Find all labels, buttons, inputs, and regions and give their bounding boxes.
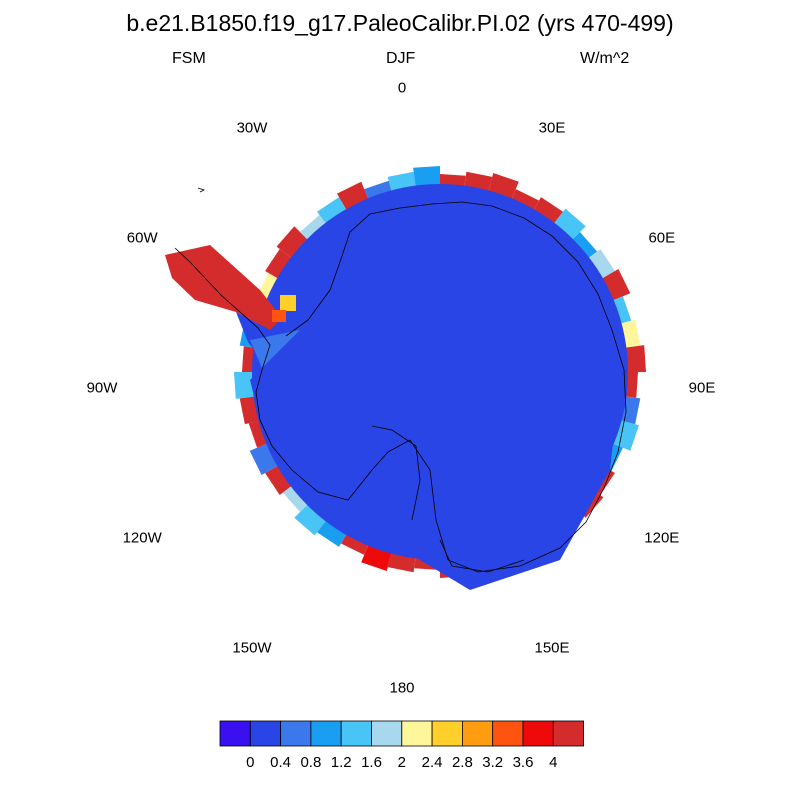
colorbar-tick-label: 2.4	[422, 754, 443, 771]
interior-extension	[250, 200, 620, 590]
lon-60e-label: 60E	[648, 229, 676, 247]
colorbar-box	[492, 720, 524, 747]
colorbar-box	[249, 720, 282, 747]
colorbar-box	[340, 720, 372, 747]
colorbar-box	[552, 720, 584, 747]
colorbar-tick-label: 3.2	[482, 754, 503, 771]
lon-150w-label: 150W	[232, 639, 272, 657]
colorbar-box	[310, 720, 342, 747]
colorbar-tick-label: 0.4	[270, 754, 291, 771]
lon-90e-label: 90E	[688, 379, 716, 397]
peninsula-orange-cell	[280, 295, 296, 311]
lon-90w-label: 90W	[86, 379, 118, 397]
colorbar-box	[401, 720, 433, 747]
lon-180-label: 180	[389, 679, 415, 697]
colorbar-tick-label: 4	[549, 754, 557, 771]
colorbar-tick-label: 2	[398, 754, 406, 771]
lon-120w-label: 120W	[122, 529, 162, 547]
colorbar-tick-label: 1.6	[361, 754, 382, 771]
lon-150e-label: 150E	[534, 639, 570, 657]
plot-title: b.e21.B1850.f19_g17.PaleoCalibr.PI.02 (y…	[126, 10, 674, 36]
colorbar-tick-label: 2.8	[452, 754, 473, 771]
lon-60w-label: 60W	[126, 229, 158, 247]
lon-0-label: 0	[397, 79, 407, 97]
colorbar-box	[219, 720, 251, 747]
colorbar-box	[280, 720, 312, 747]
colorbar-box	[431, 720, 463, 747]
colorbar-box	[371, 720, 403, 747]
lon-120e-label: 120E	[644, 529, 680, 547]
season-label: DJF	[386, 50, 416, 67]
peninsula-low-cells	[236, 312, 298, 360]
variable-label: FSM	[172, 50, 206, 67]
colorbar-tick-label: 3.6	[513, 754, 534, 771]
colorbar-box	[522, 720, 554, 747]
peninsula-red-cell	[272, 310, 286, 322]
coastline	[174, 187, 627, 573]
colorbar-tick-label: 1.2	[331, 754, 352, 771]
units-label: W/m^2	[580, 50, 630, 67]
colorbar-tick-label: 0	[246, 754, 254, 771]
colorbar-tick-label: 0.8	[300, 754, 321, 771]
colorbar-box	[461, 720, 494, 747]
lon-30w-label: 30W	[236, 119, 268, 137]
lon-30e-label: 30E	[538, 119, 566, 137]
polar-map	[165, 166, 646, 590]
